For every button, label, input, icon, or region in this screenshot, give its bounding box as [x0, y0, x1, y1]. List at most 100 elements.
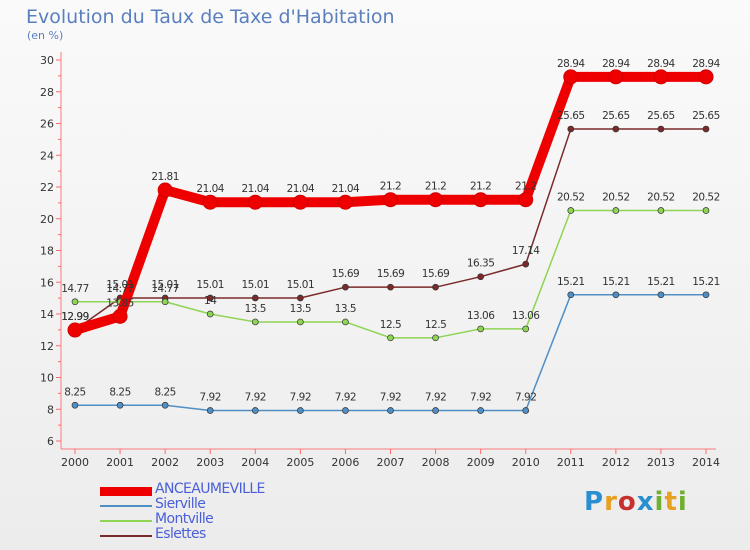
data-point-eslettes [342, 283, 349, 291]
data-label-montville: 20.52 [557, 191, 585, 203]
y-tick-label: 10 [40, 372, 54, 385]
x-tick-label: 2012 [602, 456, 630, 469]
data-label-montville: 20.52 [602, 191, 630, 203]
data-label-montville: 14 [204, 295, 217, 307]
data-label-sierville: 7.92 [290, 392, 311, 404]
data-label-sierville: 7.92 [470, 392, 491, 404]
proxiti-letter: i [654, 487, 665, 517]
data-point-anceaumeville [202, 194, 218, 210]
data-label-anceaumeville: 21.04 [332, 183, 360, 195]
y-tick-label: 24 [40, 149, 54, 162]
data-point-sierville [702, 291, 710, 299]
data-label-montville: 12.5 [380, 319, 401, 331]
legend-swatch-anceaumeville [100, 487, 152, 496]
data-label-eslettes: 15.69 [377, 268, 405, 280]
data-point-sierville [657, 291, 665, 299]
data-label-anceaumeville: 28.94 [557, 58, 585, 70]
data-point-sierville [161, 401, 169, 409]
proxiti-logo[interactable]: Proxiti [584, 487, 688, 517]
y-tick-label: 26 [40, 118, 54, 131]
data-point-eslettes [206, 294, 214, 302]
data-label-sierville: 8.25 [154, 386, 175, 398]
data-point-anceaumeville [563, 69, 579, 85]
legend-label-eslettes: Eslettes [155, 526, 206, 542]
data-label-montville: 13.06 [512, 310, 540, 322]
data-point-sierville [251, 407, 259, 414]
data-point-montville [657, 207, 665, 214]
data-point-montville [251, 318, 259, 326]
proxiti-letter: P [584, 487, 605, 517]
y-tick-label: 6 [47, 435, 54, 448]
x-tick-label: 2000 [61, 456, 89, 469]
data-label-anceaumeville: 21.2 [515, 181, 536, 193]
data-label-sierville: 15.21 [692, 276, 720, 288]
data-point-anceaumeville [383, 192, 398, 208]
data-label-sierville: 7.92 [335, 392, 356, 404]
legend-swatch-montville [100, 520, 152, 522]
data-label-eslettes: 12.99 [61, 311, 89, 323]
data-label-sierville: 7.92 [200, 392, 221, 404]
data-label-eslettes: 25.65 [602, 110, 630, 122]
series-line-eslettes [74, 128, 706, 331]
data-point-sierville [522, 407, 530, 414]
data-label-sierville: 8.25 [109, 386, 130, 398]
data-label-eslettes: 15.69 [332, 268, 360, 280]
data-point-anceaumeville [112, 308, 128, 324]
data-label-sierville: 15.21 [647, 276, 675, 288]
data-label-anceaumeville: 28.94 [692, 58, 720, 70]
data-label-montville: 13.5 [335, 303, 356, 315]
data-label-anceaumeville: 21.04 [287, 183, 315, 195]
data-point-sierville [432, 407, 439, 414]
data-point-sierville [612, 291, 620, 299]
data-point-montville [567, 207, 575, 214]
data-label-montville: 14.77 [61, 283, 89, 295]
x-tick-label: 2006 [331, 456, 359, 469]
data-label-sierville: 8.25 [64, 386, 85, 398]
proxiti-letter: o [617, 487, 637, 517]
y-tick-label: 30 [40, 54, 54, 67]
y-tick-label: 12 [40, 340, 54, 353]
data-point-anceaumeville [653, 69, 669, 85]
legend-label-montville: Montville [155, 511, 214, 527]
data-point-eslettes [387, 283, 394, 291]
data-point-sierville [206, 407, 214, 414]
data-point-eslettes [522, 260, 530, 268]
data-label-montville: 12.5 [425, 319, 446, 331]
data-label-sierville: 15.21 [557, 276, 585, 288]
y-tick-label: 8 [47, 403, 54, 416]
data-point-anceaumeville [247, 194, 263, 210]
data-point-montville [387, 334, 394, 342]
legend-swatch-sierville [100, 505, 152, 507]
proxiti-letter: r [604, 487, 618, 517]
data-label-sierville: 15.21 [602, 276, 630, 288]
x-tick-label: 2005 [286, 456, 314, 469]
data-point-anceaumeville [157, 182, 173, 198]
data-point-anceaumeville [698, 69, 714, 85]
data-point-sierville [342, 407, 349, 414]
x-tick-label: 2008 [422, 456, 450, 469]
data-label-eslettes: 15.01 [106, 279, 134, 291]
data-label-sierville: 7.92 [515, 392, 536, 404]
line-chart: 6 8 10 12 14 16 18 20 22 24 26 28 30 2000 2001 2002 2003… [40, 52, 721, 469]
data-label-anceaumeville: 21.2 [380, 181, 401, 193]
data-label-anceaumeville: 21.81 [151, 171, 179, 183]
legend-label-sierville: Sierville [155, 496, 206, 512]
data-label-anceaumeville: 21.04 [242, 183, 270, 195]
data-point-montville [612, 207, 620, 214]
data-label-montville: 13.06 [467, 310, 495, 322]
data-point-montville [342, 318, 349, 326]
data-point-sierville [297, 407, 304, 414]
data-label-anceaumeville: 21.2 [425, 181, 446, 193]
data-label-eslettes: 25.65 [557, 110, 585, 122]
y-tick-label: 18 [40, 245, 54, 258]
x-tick-label: 2011 [557, 456, 585, 469]
data-point-montville [206, 310, 214, 318]
data-point-montville [522, 325, 530, 333]
y-tick-label: 28 [40, 86, 54, 99]
y-tick-label: 22 [40, 181, 54, 194]
data-point-eslettes [432, 283, 439, 291]
data-label-montville: 20.52 [692, 191, 720, 203]
data-label-montville: 13.5 [245, 303, 266, 315]
x-tick-label: 2002 [151, 456, 179, 469]
data-point-anceaumeville [608, 69, 624, 85]
